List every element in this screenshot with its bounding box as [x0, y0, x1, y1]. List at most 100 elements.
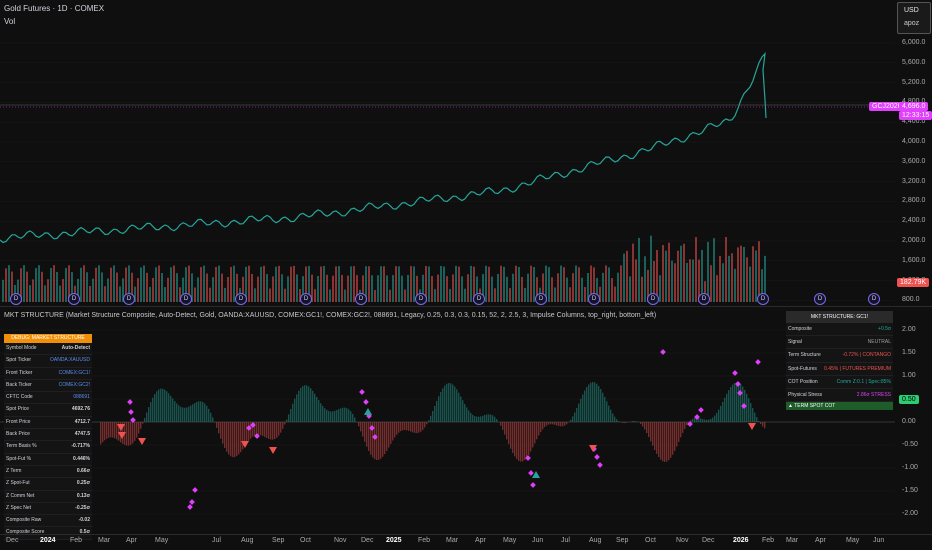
volume-bar	[677, 250, 679, 302]
summary-table: MKT STRUCTURE: GC1! Composite +0.5σ Signal…	[786, 311, 893, 411]
event-icon[interactable]: D	[757, 293, 769, 305]
impulse-column	[492, 415, 494, 422]
volume-bar	[101, 272, 103, 302]
price-axis-tick: 5,200.0	[902, 78, 926, 86]
event-icon[interactable]: D	[355, 293, 367, 305]
impulse-column	[754, 412, 756, 422]
event-icon[interactable]: D	[235, 293, 247, 305]
impulse-column	[104, 422, 106, 441]
volume-bar	[758, 241, 760, 302]
debug-row-value: -0.717%	[71, 443, 90, 450]
volume-bar	[95, 267, 97, 302]
impulse-column	[496, 419, 498, 422]
impulse-column	[594, 382, 596, 422]
volume-bar	[296, 274, 298, 302]
indicator-axis-tick: 0.00	[902, 418, 916, 425]
impulse-column	[460, 396, 462, 422]
impulse-column	[210, 412, 212, 422]
event-icon[interactable]: D	[180, 293, 192, 305]
impulse-column	[392, 422, 394, 441]
event-icon[interactable]: D	[647, 293, 659, 305]
impulse-column	[534, 422, 536, 444]
volume-bar	[98, 265, 100, 302]
impulse-column	[136, 422, 138, 438]
volume-bar	[518, 266, 520, 302]
volume-bar	[620, 265, 622, 302]
volume-bar	[251, 273, 253, 302]
debug-table-row: CFTC Code 088691	[4, 392, 92, 405]
volume-bar	[452, 274, 454, 302]
pane-separator[interactable]	[0, 306, 932, 307]
volume-bar	[734, 268, 736, 302]
volume-bar	[413, 266, 415, 302]
event-icon[interactable]: D	[415, 293, 427, 305]
volume-bar	[680, 245, 682, 302]
impulse-column	[306, 385, 308, 422]
event-icon[interactable]: D	[300, 293, 312, 305]
symbol-title[interactable]: Gold Futures · 1D · COMEX	[4, 4, 105, 13]
impulse-column	[458, 392, 460, 422]
indicator-axis-tick: 1.50	[902, 349, 916, 356]
volume-bar	[176, 273, 178, 302]
impulse-column	[206, 405, 208, 422]
impulse-column	[736, 382, 738, 422]
impulse-column	[358, 422, 360, 427]
event-icon[interactable]: D	[68, 293, 80, 305]
volume-bars	[2, 235, 766, 302]
impulse-column	[282, 422, 284, 429]
summary-table-title: MKT STRUCTURE: GC1!	[786, 311, 893, 323]
event-icon[interactable]: D	[10, 293, 22, 305]
impulse-column	[446, 383, 448, 422]
impulse-column	[232, 422, 234, 458]
debug-table-row: Spot Price 4692.76	[4, 404, 92, 417]
impulse-column	[180, 406, 182, 422]
price-axis[interactable]: 6,000.0 5,600.0 5,200.0 4,800.0 4,400.0 4,000…	[895, 0, 932, 306]
volume-bar	[320, 266, 322, 302]
volume-bar	[5, 268, 7, 302]
impulse-column	[278, 422, 280, 436]
impulse-column	[286, 419, 288, 422]
date-axis-label: May	[155, 537, 169, 544]
event-icon[interactable]: D	[535, 293, 547, 305]
volume-label[interactable]: Vol	[4, 17, 16, 26]
volume-bar	[740, 245, 742, 302]
impulse-column	[582, 394, 584, 422]
summary-row-value: 2.86σ STRESS	[856, 391, 891, 398]
indicator-legend[interactable]: MKT STRUCTURE (Market Structure Composit…	[4, 312, 657, 319]
event-icon[interactable]: D	[814, 293, 826, 305]
event-icon[interactable]: D	[868, 293, 880, 305]
volume-bar	[8, 265, 10, 302]
indicator-axis[interactable]: 2.00 1.50 1.00 0.50 0.00 -0.50 -1.00 -1.50 -2.00	[895, 320, 932, 534]
date-axis-label: 2025	[386, 537, 402, 544]
impulse-column	[258, 422, 260, 435]
volume-bar	[197, 277, 199, 302]
event-icon[interactable]: D	[588, 293, 600, 305]
event-icon[interactable]: D	[698, 293, 710, 305]
impulse-column	[264, 422, 266, 437]
summary-row-value: -0.72% | CONTANGO	[842, 352, 891, 359]
volume-bar	[554, 287, 556, 302]
date-axis[interactable]: Dec 2024 Feb Mar Apr May Jul Aug Sep Oct Nov Dec 202…	[0, 535, 895, 550]
debug-table-row: Spot Ticker OANDA:XAUUSD	[4, 355, 92, 368]
currency-selector[interactable]: USD apoz	[897, 2, 931, 34]
impulse-column	[486, 414, 488, 422]
event-icon[interactable]: D	[473, 293, 485, 305]
impulse-column	[364, 422, 366, 442]
volume-bar	[143, 265, 145, 302]
volume-bar	[662, 245, 664, 302]
impulse-column	[470, 412, 472, 422]
impulse-column	[672, 422, 674, 455]
impulse-column	[200, 401, 202, 422]
sell-triangle	[589, 445, 597, 452]
impulse-column	[118, 422, 120, 441]
volume-bar	[248, 265, 250, 302]
impulse-column	[432, 410, 434, 422]
impulse-column	[612, 413, 614, 422]
volume-bar	[218, 265, 220, 302]
event-icon[interactable]: D	[123, 293, 135, 305]
price-chart[interactable]	[0, 0, 895, 306]
impulse-column	[526, 422, 528, 458]
indicator-chart[interactable]	[0, 320, 895, 534]
volume-bar	[404, 289, 406, 302]
